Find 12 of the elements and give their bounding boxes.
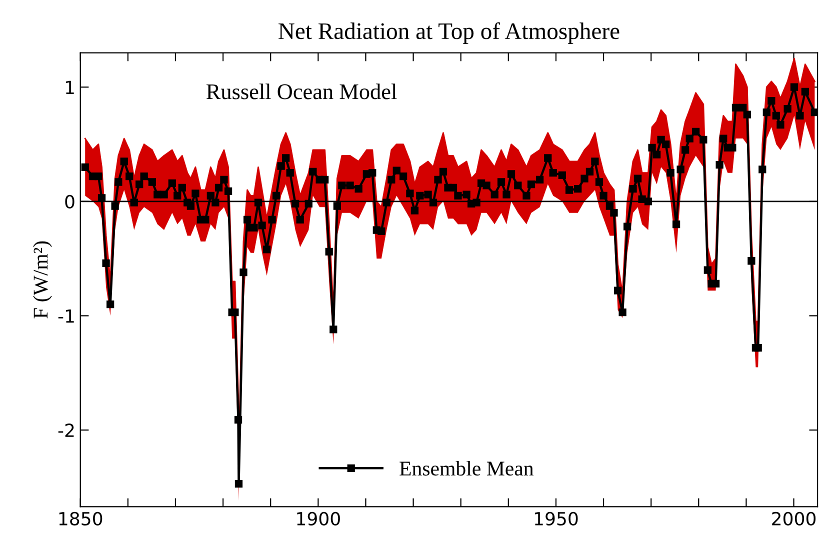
x-tick-label: 1900	[297, 512, 340, 526]
annotation: Russell Ocean Model	[206, 84, 397, 100]
y-axis-title: F (W/m²)	[33, 241, 52, 318]
chart-title: Net Radiation at Top of Atmosphere	[278, 22, 620, 44]
y-tick-label: 0	[65, 194, 74, 209]
y-tick-label: -1	[58, 309, 74, 323]
y-tick-label: 1	[66, 80, 74, 94]
x-tick-label: 1950	[534, 512, 578, 526]
y-tick-label: -2	[58, 424, 74, 437]
legend-label: Ensemble Mean	[400, 460, 534, 476]
x-tick-label: 2000	[772, 512, 816, 526]
x-tick-label: 1850	[59, 512, 102, 526]
